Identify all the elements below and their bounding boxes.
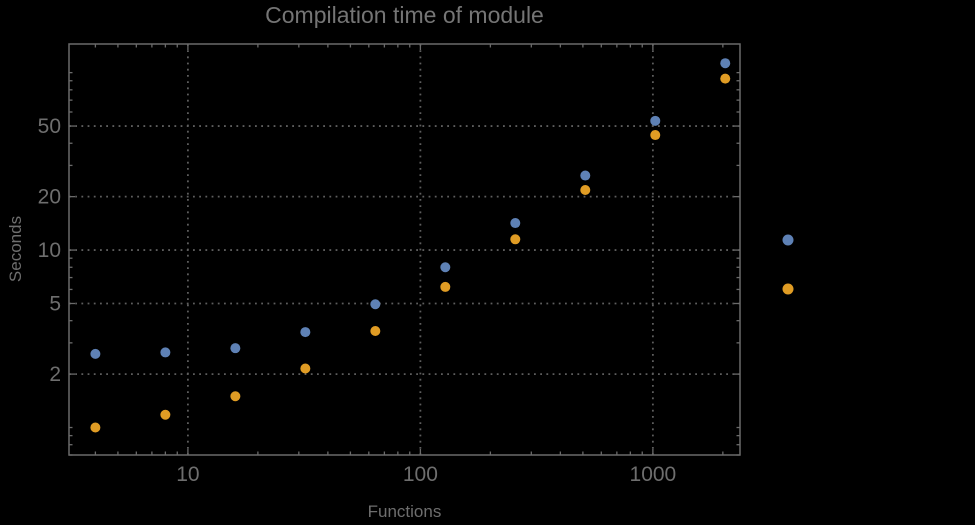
tick-labels: 10 100 1000 2 5 10 20 50 [38,115,677,486]
data-point [510,218,521,229]
legend-marker [782,283,794,295]
data-point [370,299,381,310]
data-point [230,391,241,402]
data-point [160,347,171,358]
plot-title: Compilation time of module [265,2,544,28]
legend [782,234,794,295]
x-tick-label: 1000 [630,463,677,486]
data-point [720,73,731,84]
axis-ticks [69,44,740,456]
data-point [650,115,661,126]
data-point [510,234,521,245]
y-tick-label: 2 [49,363,61,386]
data-point [300,363,311,374]
data-point [370,325,381,336]
x-tick-label: 100 [403,463,438,486]
x-axis-label: Functions [367,502,442,521]
data-point [90,348,101,359]
series-orange [90,73,731,433]
data-point [650,130,661,141]
y-tick-label: 20 [38,186,61,209]
data-point [720,58,731,69]
y-tick-label: 50 [38,115,61,138]
y-tick-label: 10 [38,239,61,262]
data-point [580,185,591,196]
gridlines [69,44,740,455]
y-tick-label: 5 [49,292,61,315]
data-point [160,409,171,420]
data-point [440,262,451,273]
data-point [440,281,451,292]
x-tick-label: 10 [176,463,199,486]
series-blue [90,58,731,359]
data-point [580,170,591,181]
data-point [90,422,101,433]
data-point [230,343,241,354]
legend-marker [782,234,794,246]
data-point [300,327,311,338]
